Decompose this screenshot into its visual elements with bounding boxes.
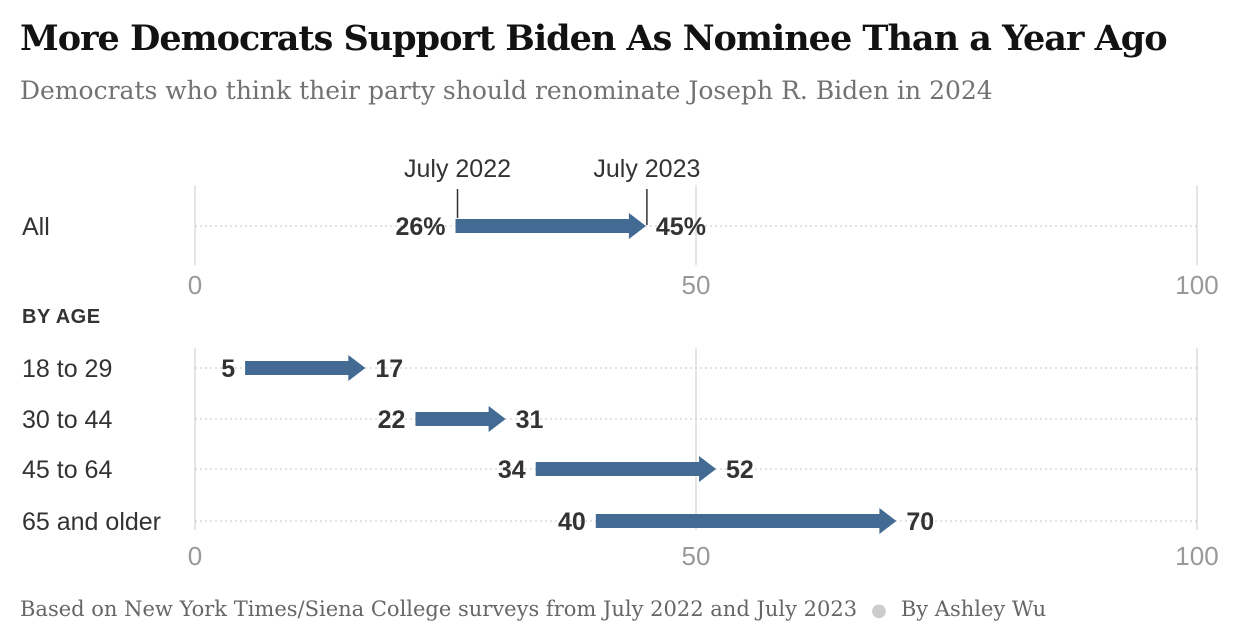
x-tick-label: 100 bbox=[1175, 541, 1218, 571]
change-arrow bbox=[596, 508, 897, 534]
change-arrow bbox=[415, 406, 505, 432]
x-tick-label: 0 bbox=[188, 541, 202, 571]
end-value-label: 70 bbox=[906, 508, 934, 536]
start-value-label: 5 bbox=[221, 355, 235, 383]
row-label: 30 to 44 bbox=[22, 406, 112, 434]
x-tick-label: 100 bbox=[1175, 270, 1218, 300]
end-value-label: 17 bbox=[375, 355, 403, 383]
x-tick-label: 50 bbox=[682, 541, 711, 571]
start-value-label: 22 bbox=[378, 406, 406, 434]
end-value-label: 31 bbox=[516, 406, 544, 434]
x-tick-label: 50 bbox=[682, 270, 711, 300]
x-tick-label: 0 bbox=[188, 270, 202, 300]
start-value-label: 26% bbox=[395, 213, 445, 241]
end-value-label: 45% bbox=[656, 213, 706, 241]
change-arrow bbox=[456, 213, 646, 239]
row-label: All bbox=[22, 213, 50, 241]
change-arrow bbox=[245, 355, 365, 381]
section-label: BY AGE bbox=[22, 306, 101, 328]
row-label: 18 to 29 bbox=[22, 355, 112, 383]
chart-title: More Democrats Support Biden As Nominee … bbox=[20, 18, 1167, 59]
end-period-label: July 2023 bbox=[593, 155, 700, 183]
byline: By Ashley Wu bbox=[901, 597, 1046, 621]
row-label: 65 and older bbox=[22, 508, 161, 536]
change-arrow bbox=[536, 456, 716, 482]
end-value-label: 52 bbox=[726, 456, 754, 484]
separator-dot-icon: ● bbox=[871, 600, 887, 621]
row-label: 45 to 64 bbox=[22, 456, 112, 484]
start-value-label: 40 bbox=[558, 508, 586, 536]
chart-subtitle: Democrats who think their party should r… bbox=[20, 76, 993, 105]
start-period-label: July 2022 bbox=[404, 155, 511, 183]
arrow-chart: 0 50 100 All 26% 45% July 2022 July 2023 0 50 100 B… bbox=[0, 130, 1244, 590]
source-note: Based on New York Times/Siena College su… bbox=[20, 597, 857, 621]
start-value-label: 34 bbox=[498, 456, 526, 484]
chart-footer: Based on New York Times/Siena College su… bbox=[20, 597, 1046, 621]
